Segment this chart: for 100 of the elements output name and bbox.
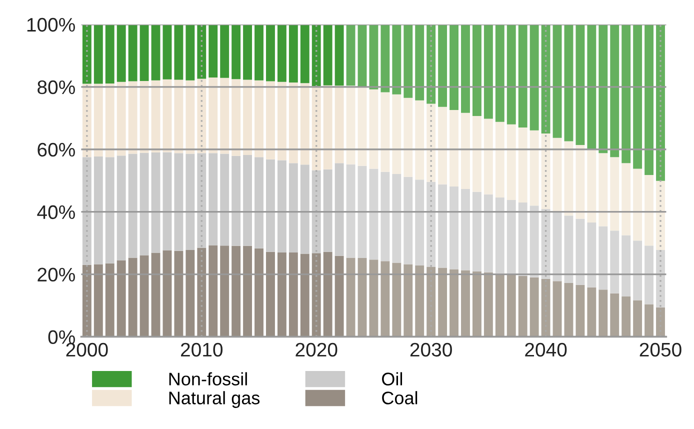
- bar: [151, 152, 160, 253]
- bar: [128, 154, 138, 258]
- bar: [197, 153, 206, 248]
- bar: [94, 156, 103, 264]
- bar: [380, 92, 390, 172]
- bar: [369, 89, 378, 169]
- bar: [610, 293, 620, 337]
- bar: [105, 24, 114, 84]
- bar: [380, 261, 390, 337]
- bar: [116, 260, 126, 337]
- bar: [254, 248, 264, 337]
- legend-label: Oil: [382, 372, 402, 386]
- bar: [334, 86, 344, 164]
- bar: [380, 172, 390, 262]
- bar: [300, 24, 310, 84]
- bar: [587, 287, 596, 337]
- bar: [220, 24, 230, 78]
- bar: [587, 222, 596, 288]
- bar: [438, 184, 448, 268]
- bar: [220, 78, 230, 154]
- bar: [576, 24, 585, 146]
- bar: [622, 163, 631, 236]
- bar: [186, 154, 195, 250]
- bar: [369, 168, 378, 260]
- bar: [288, 24, 298, 83]
- bar: [552, 212, 562, 282]
- bar: [94, 84, 103, 157]
- bar: [140, 80, 149, 153]
- bar: [495, 122, 504, 198]
- bar: [277, 24, 286, 82]
- bar: [323, 169, 332, 252]
- bar: [610, 157, 620, 231]
- x-tick-label: 2050: [640, 342, 682, 357]
- bar: [644, 24, 654, 175]
- bar: [346, 258, 356, 337]
- bar: [506, 124, 516, 200]
- bar: [530, 277, 539, 337]
- bar: [541, 133, 550, 210]
- bar: [576, 145, 585, 219]
- bar: [197, 24, 206, 79]
- bar: [358, 86, 367, 166]
- bar: [254, 24, 264, 80]
- bar: [346, 164, 356, 258]
- bar: [392, 262, 402, 337]
- bar: [541, 278, 550, 337]
- bar: [506, 24, 516, 124]
- bar: [576, 218, 585, 285]
- y-tick-label: 80%: [38, 80, 75, 94]
- bar: [438, 106, 448, 184]
- bar: [495, 197, 504, 274]
- bar: [288, 163, 298, 252]
- bar: [461, 270, 470, 337]
- bar: [254, 80, 264, 158]
- bar: [415, 100, 424, 180]
- bar: [404, 176, 413, 264]
- bar: [552, 138, 562, 212]
- legend-label: Natural gas: [169, 391, 260, 408]
- bar: [369, 24, 378, 90]
- bar: [358, 258, 367, 337]
- bar: [186, 250, 195, 337]
- bar: [358, 166, 367, 258]
- bar: [450, 110, 458, 187]
- bar: [472, 24, 482, 116]
- bar: [587, 24, 596, 149]
- bar: [208, 153, 218, 246]
- bar: [506, 274, 516, 337]
- bar: [174, 153, 184, 251]
- bar: [564, 283, 574, 337]
- bar: [254, 157, 264, 248]
- bar: [598, 153, 608, 226]
- bar: [484, 194, 493, 272]
- bar: [404, 98, 413, 177]
- bar: [288, 82, 298, 164]
- bar: [392, 24, 402, 94]
- bar: [622, 296, 631, 337]
- bar: [518, 128, 528, 202]
- bar: [116, 156, 126, 260]
- bar: [266, 252, 275, 337]
- bar: [633, 300, 642, 337]
- bar: [644, 246, 654, 304]
- bar: [128, 258, 138, 337]
- bar: [346, 86, 356, 164]
- bar: [438, 24, 448, 107]
- bar: [346, 24, 356, 86]
- bar: [472, 116, 482, 192]
- bar: [587, 148, 596, 222]
- bar: [208, 78, 218, 154]
- bar: [415, 180, 424, 266]
- bar: [243, 24, 252, 80]
- bar: [323, 252, 332, 337]
- y-tick-label: 20%: [38, 268, 75, 282]
- bar: [220, 154, 230, 246]
- bar: [334, 24, 344, 86]
- bar: [151, 252, 160, 337]
- bar: [174, 80, 184, 154]
- bar: [162, 24, 172, 80]
- bar: [266, 24, 275, 82]
- bar: [128, 81, 138, 154]
- bar: [633, 168, 642, 241]
- legend-label: Non-fossil: [169, 372, 247, 386]
